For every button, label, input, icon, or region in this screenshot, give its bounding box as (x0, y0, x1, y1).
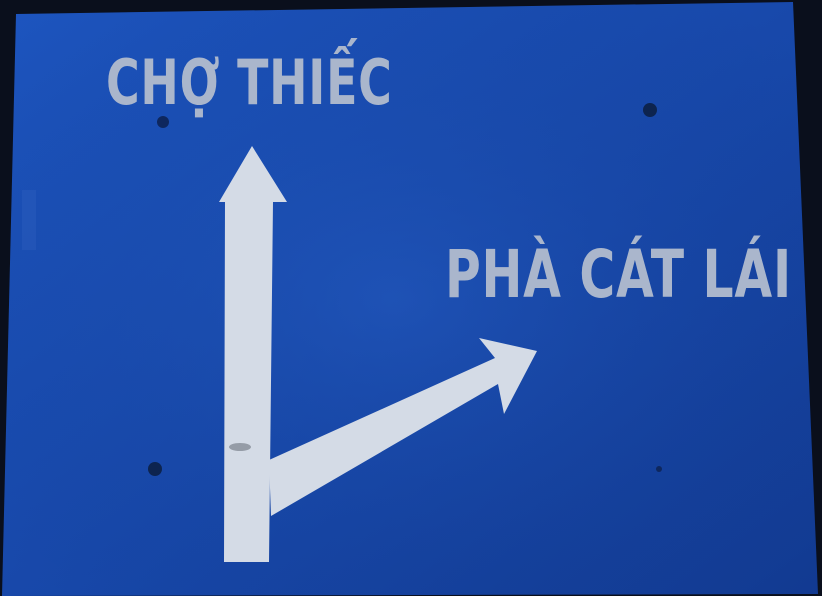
left-edge-mark (22, 190, 36, 250)
destination-label-cho-thiec: CHỢ THIẾC (106, 46, 393, 119)
destination-label-pha-cat-lai: PHÀ CÁT LÁI (445, 236, 792, 313)
arrow-stain (229, 443, 251, 451)
rivet (148, 462, 162, 476)
up-right-arrow-icon (269, 338, 537, 516)
rivet (656, 466, 662, 472)
up-arrow-icon (219, 146, 287, 562)
rivet (643, 103, 657, 117)
rivet (157, 116, 169, 128)
